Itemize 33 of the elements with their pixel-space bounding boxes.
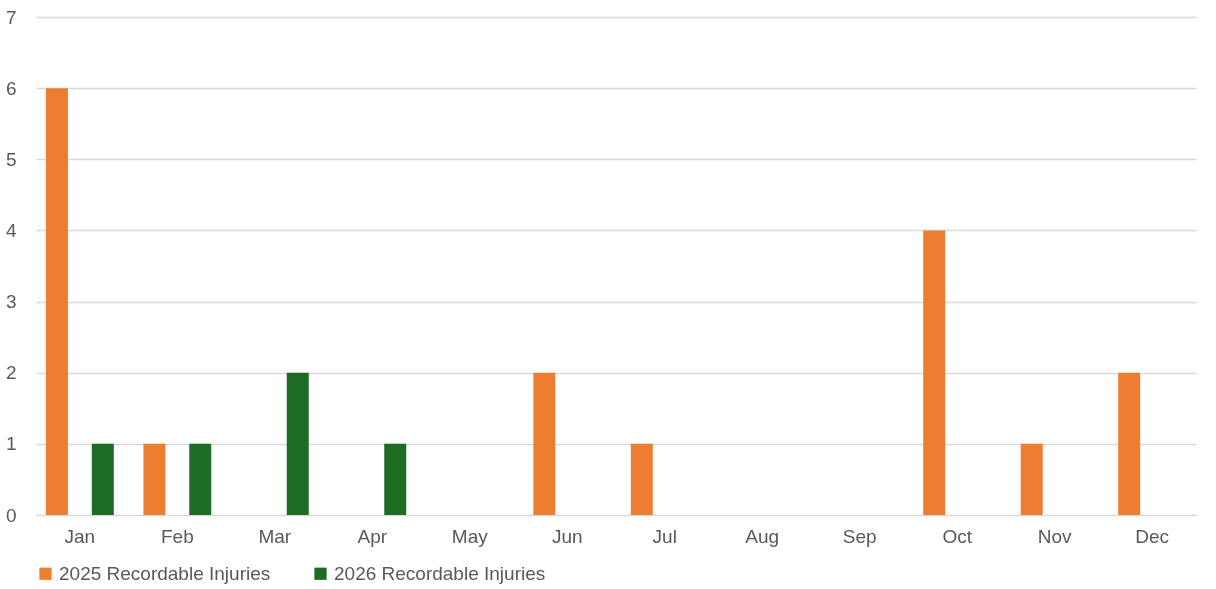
- bar: [630, 443, 653, 515]
- bar: [143, 443, 166, 515]
- x-tick-label: Jan: [64, 525, 96, 547]
- y-tick-label: 3: [5, 291, 17, 313]
- y-tick-label: 2: [5, 362, 17, 384]
- y-tick-label: 0: [5, 504, 17, 526]
- x-tick-label: Feb: [160, 525, 194, 547]
- bar: [189, 443, 212, 515]
- legend-label: 2026 Recordable Injuries: [334, 562, 546, 584]
- bar: [45, 88, 68, 515]
- bar: [286, 372, 309, 515]
- x-tick-label: Aug: [745, 525, 780, 547]
- y-tick-label: 7: [5, 6, 17, 28]
- bar: [1118, 372, 1141, 515]
- y-tick-label: 1: [5, 433, 17, 455]
- legend-label: 2025 Recordable Injuries: [59, 562, 271, 584]
- x-tick-label: Apr: [357, 525, 388, 547]
- bar: [384, 443, 407, 515]
- x-tick-label: Oct: [942, 525, 973, 547]
- y-tick-label: 5: [5, 148, 17, 170]
- y-tick-label: 6: [5, 77, 17, 99]
- x-tick-label: Mar: [258, 525, 292, 547]
- x-tick-label: Jun: [551, 525, 583, 547]
- x-tick-label: May: [451, 525, 489, 547]
- x-tick-label: Jul: [652, 525, 677, 547]
- x-tick-label: Dec: [1135, 525, 1170, 547]
- bar: [91, 443, 114, 515]
- bar: [1020, 443, 1043, 515]
- x-tick-label: Sep: [842, 525, 877, 547]
- y-tick-label: 4: [5, 219, 17, 241]
- bar: [923, 230, 946, 515]
- x-tick-label: Nov: [1037, 525, 1073, 547]
- bar: [533, 372, 556, 515]
